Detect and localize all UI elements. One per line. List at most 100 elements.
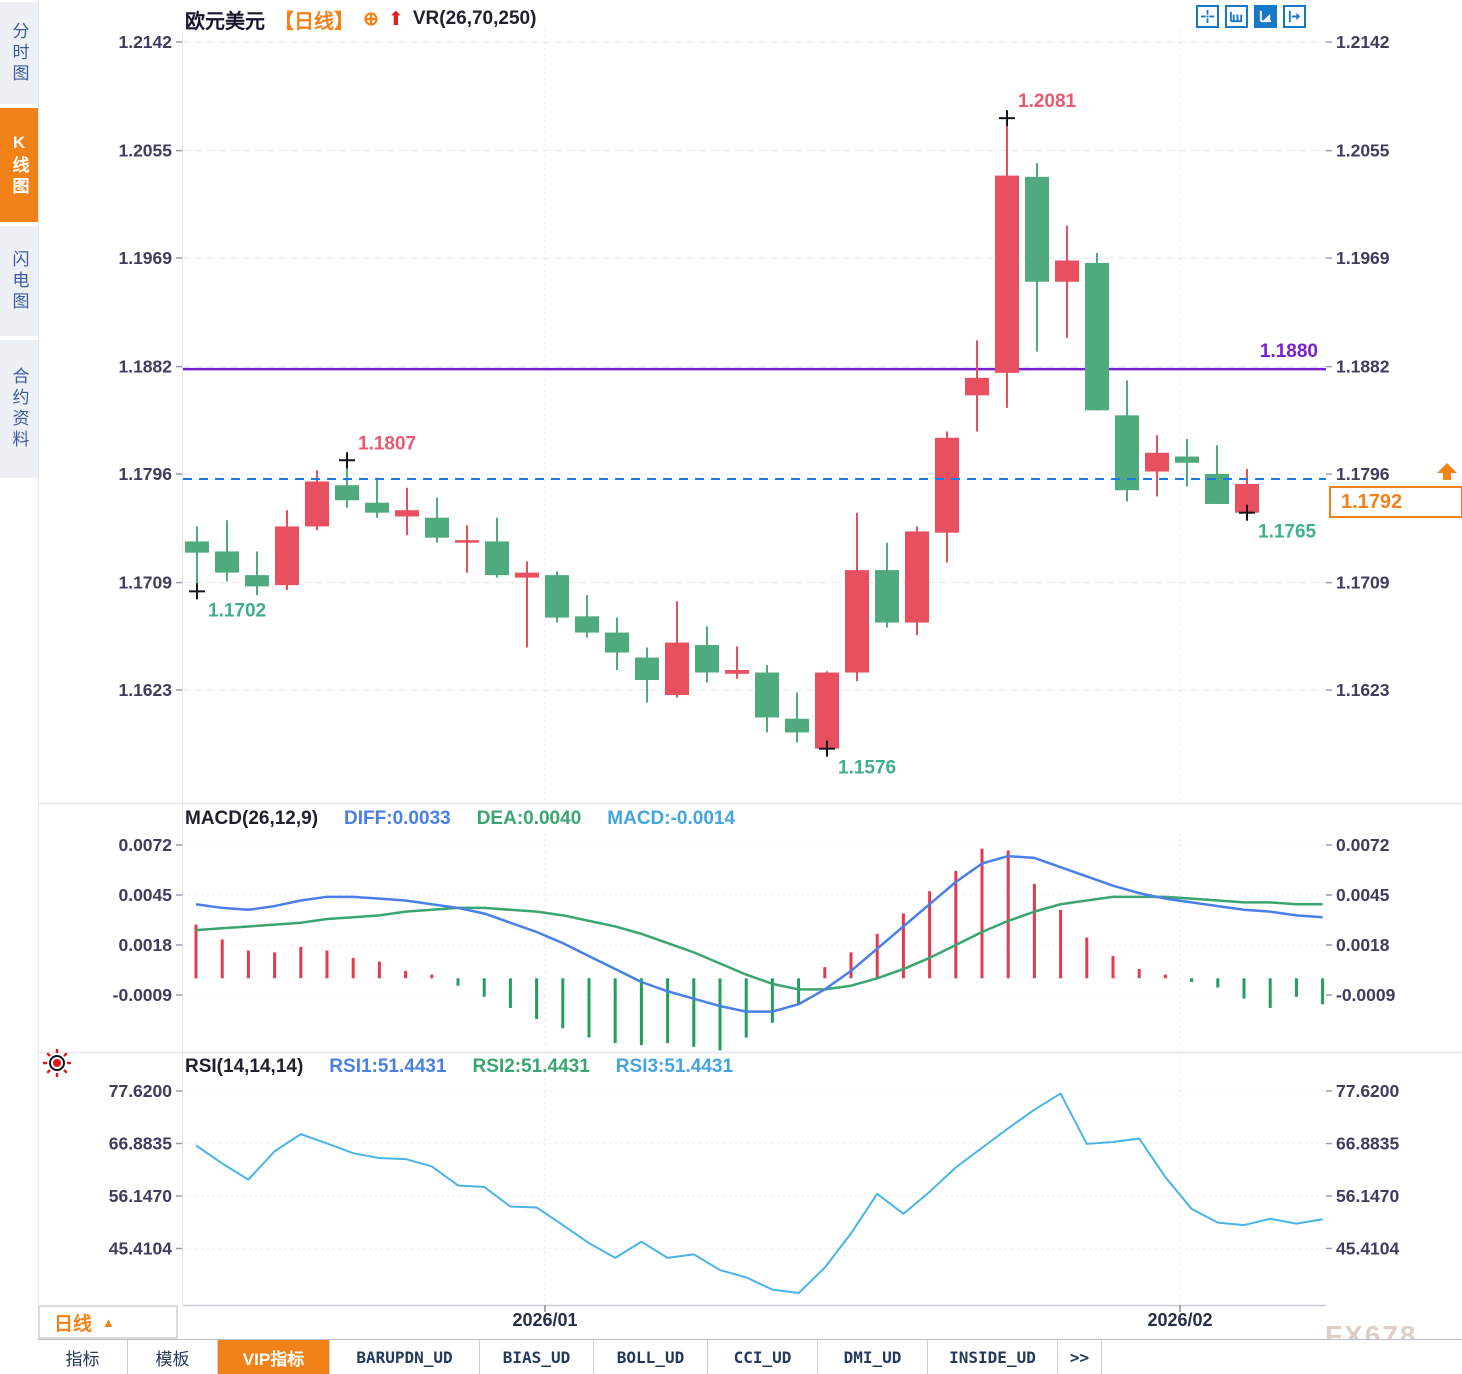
y-axis-label: 0.0072 (118, 835, 172, 855)
candle-body (1175, 456, 1199, 463)
auto-scale-icon[interactable] (1254, 5, 1277, 28)
candle-body (785, 718, 809, 733)
current-price-value: 1.1792 (1341, 490, 1403, 513)
macd-hist-bar (718, 978, 722, 1051)
macd-hist-bar (351, 957, 355, 979)
y-axis-label: 66.8835 (1336, 1134, 1400, 1154)
candle-body (755, 672, 779, 718)
candle-body (275, 526, 299, 586)
macd-diff-line (195, 854, 1323, 1013)
tabbar-overflow-button[interactable]: >> (1058, 1340, 1102, 1374)
period-selector[interactable]: 日线 ▲ (38, 1305, 178, 1339)
indicator-tab-4[interactable]: BARUPDN_UD (330, 1340, 480, 1374)
macd-hist-bar (770, 978, 774, 1023)
macd-hist-bar (456, 978, 460, 986)
macd-hist-bar (1137, 969, 1141, 979)
rsi-line (195, 1092, 1323, 1295)
indicator-tab-9[interactable]: INSIDE_UD (928, 1340, 1058, 1374)
candle-body (635, 657, 659, 681)
candle-body (665, 642, 689, 695)
candle-body (335, 485, 359, 501)
macd-hist-bar (666, 978, 670, 1044)
candle-body (965, 377, 989, 396)
macd-dea-line (195, 895, 1323, 991)
add-indicator-icon[interactable]: ⊕ (363, 8, 379, 30)
macd-hist-bar (194, 924, 198, 979)
indicator-tab-3[interactable]: VIP指标 (218, 1340, 330, 1374)
sidebar-tab-2[interactable]: K线图 (0, 108, 38, 222)
y-axis-label: 1.1969 (118, 248, 172, 268)
y-axis-label: 1.2055 (118, 141, 172, 161)
macd-hist-bar (220, 939, 224, 979)
candle-body (245, 575, 269, 587)
rsi1-value: RSI1:51.4431 (329, 1056, 447, 1077)
period-selector-label: 日线 (54, 1313, 93, 1335)
chart-titlebar: 欧元美元 【日线】 ⊕ ⬆ VR(26,70,250) (185, 5, 536, 33)
chart-toolbar (1196, 5, 1306, 28)
y-axis-label: 0.0018 (1336, 935, 1390, 955)
triangle-up-icon: ▲ (102, 1314, 115, 1330)
y-axis-label: 56.1470 (1336, 1186, 1400, 1206)
candle-body (185, 541, 209, 553)
y-axis-label: 0.0045 (1336, 885, 1390, 905)
macd-hist-value: MACD:-0.0014 (607, 808, 736, 829)
macd-hist-bar (692, 978, 696, 1047)
y-axis-label: 1.1623 (1336, 680, 1390, 700)
y-axis-label: 1.2055 (1336, 141, 1390, 161)
macd-hist-bar (1190, 978, 1194, 983)
macd-hist-bar (404, 970, 408, 979)
y-axis-label: 1.1882 (118, 357, 172, 377)
rsi2-value: RSI2:51.4431 (472, 1056, 590, 1077)
y-axis-label: 1.1709 (1336, 573, 1390, 593)
candle-body (1115, 415, 1139, 491)
macd-hist-bar (535, 978, 539, 1020)
y-axis-label: 0.0072 (1336, 835, 1390, 855)
macd-hist-bar (561, 978, 565, 1029)
y-axis-label: 1.1709 (118, 573, 172, 593)
jump-latest-icon[interactable] (1283, 5, 1306, 28)
x-axis-tick-feb: 2026/02 (1147, 1310, 1213, 1330)
macd-hist-bar (849, 952, 853, 979)
sidebar-tab-4[interactable]: 合约资料 (0, 340, 38, 478)
y-axis-label: 1.1796 (118, 464, 172, 484)
candle-body (695, 645, 719, 673)
crosshair-grid-icon[interactable] (1196, 5, 1219, 28)
candle-body (605, 632, 629, 653)
symbol-name: 欧元美元 (185, 10, 265, 33)
candle-body (485, 541, 509, 576)
candle-body (395, 510, 419, 517)
macd-hist-bar (797, 978, 801, 1005)
macd-hist-bar (1085, 937, 1089, 979)
latest-price-arrow-icon[interactable] (1436, 463, 1458, 481)
sidebar-tab-3[interactable]: 闪电图 (0, 226, 38, 336)
macd-hist-bar (1294, 978, 1298, 997)
candle-body (815, 672, 839, 749)
scale-axis-icon[interactable] (1225, 5, 1248, 28)
sidebar-tab-1[interactable]: 分时图 (0, 2, 38, 104)
current-price-tag: 1.1792 (1329, 486, 1462, 518)
macd-hist-bar (1111, 956, 1115, 979)
macd-hist-bar (587, 978, 591, 1038)
macd-hist-bar (508, 978, 512, 1008)
y-axis-label: 1.1623 (118, 680, 172, 700)
y-axis-label: 1.2142 (118, 32, 172, 52)
macd-hist-bar (928, 891, 932, 979)
macd-hist-bar (273, 952, 277, 979)
indicator-tab-7[interactable]: CCI_UD (708, 1340, 818, 1374)
macd-hist-bar (482, 978, 486, 997)
macd-hist-bar (1032, 883, 1036, 979)
price-annotation-label: 1.1807 (358, 433, 416, 454)
price-annotation-label: 1.1702 (208, 600, 266, 621)
y-axis-label: 45.4104 (109, 1239, 173, 1259)
macd-hist-bar (1321, 978, 1325, 1005)
indicator-tab-2[interactable]: 模板 (128, 1340, 218, 1374)
indicator-settings-sun-icon[interactable] (42, 1048, 72, 1078)
y-axis-label: -0.0009 (1336, 985, 1396, 1005)
indicator-tab-6[interactable]: BOLL_UD (594, 1340, 708, 1374)
indicator-tab-1[interactable]: 指标 (38, 1340, 128, 1374)
y-axis-label: 0.0018 (118, 935, 172, 955)
indicator-tab-8[interactable]: DMI_UD (818, 1340, 928, 1374)
y-axis-label: 1.1969 (1336, 248, 1390, 268)
indicator-tab-5[interactable]: BIAS_UD (480, 1340, 594, 1374)
